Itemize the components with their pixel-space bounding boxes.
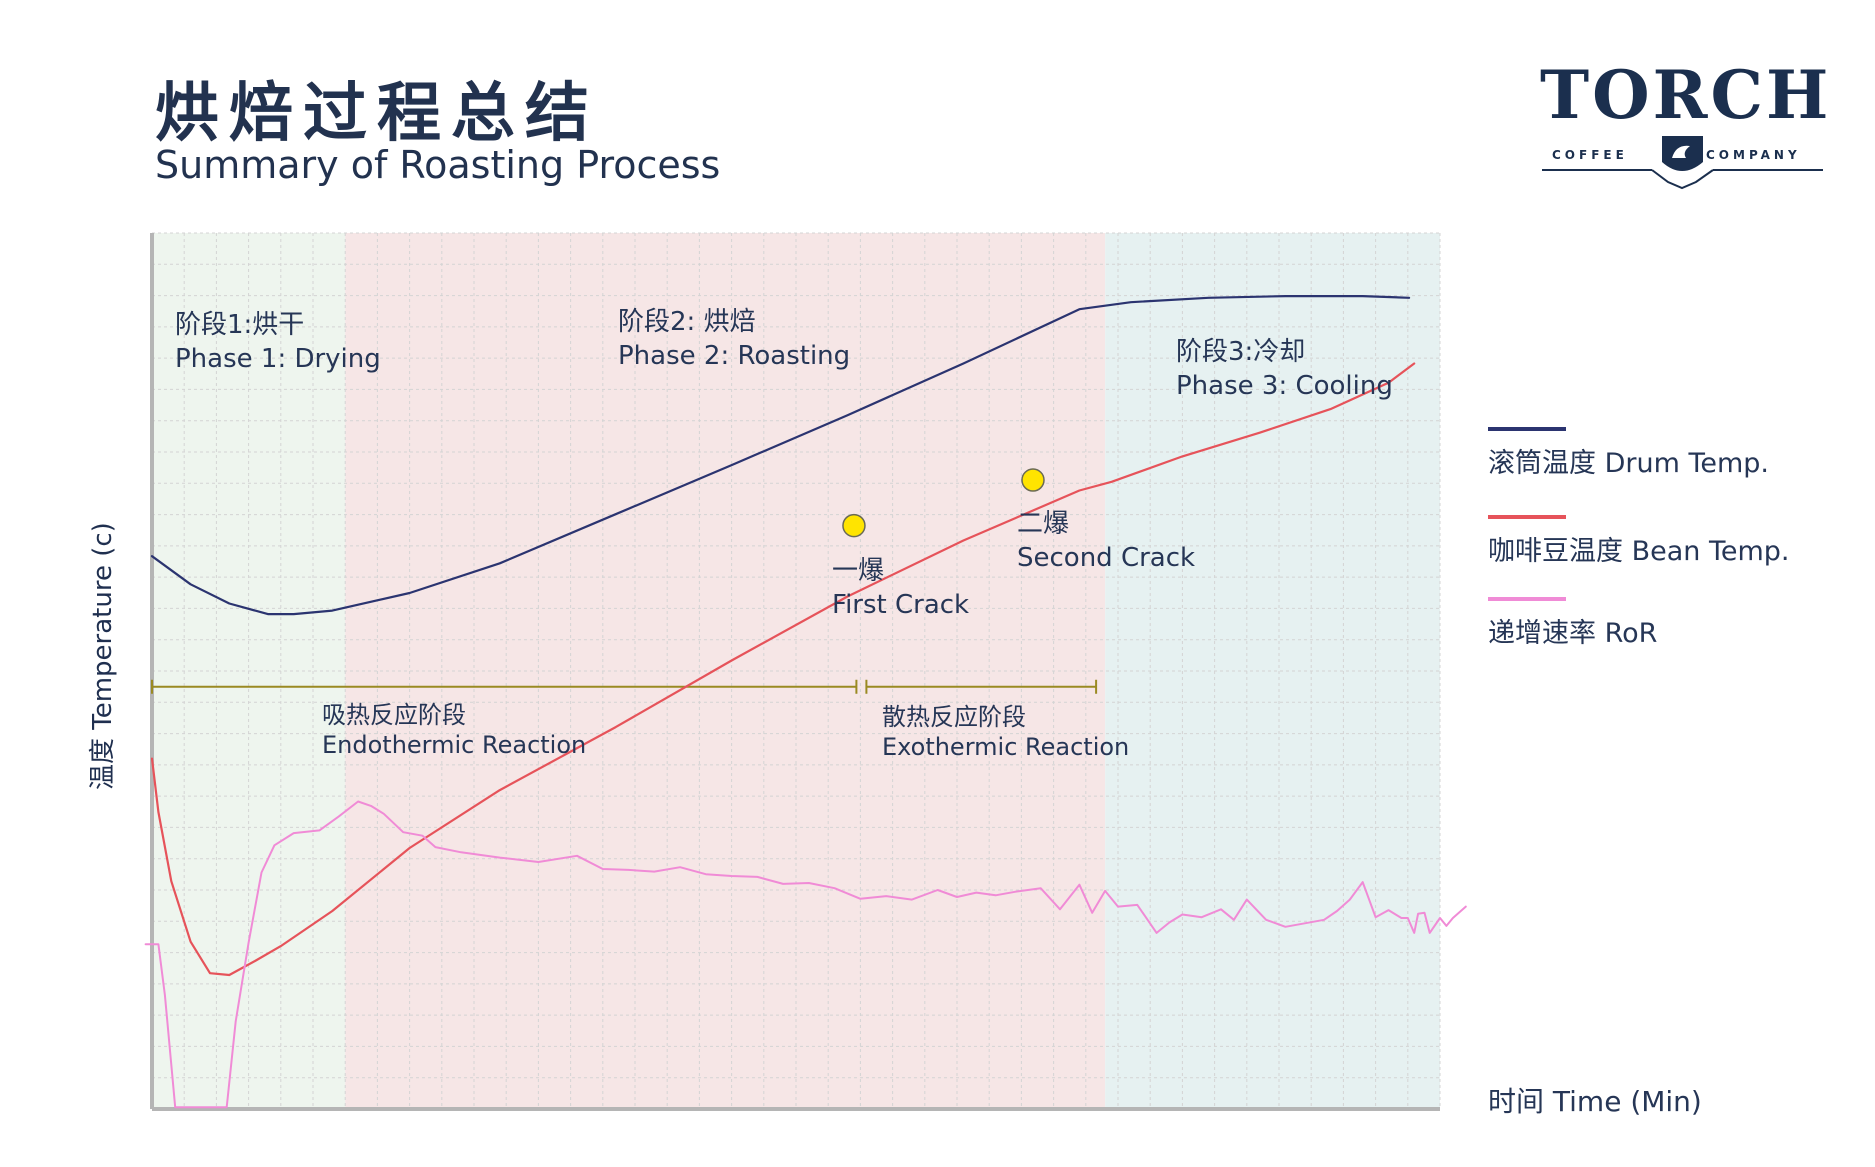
- endothermic-en: Endothermic Reaction: [322, 731, 587, 759]
- first-crack-marker: [842, 513, 866, 538]
- legend-label-ror: 递增速率 RoR: [1488, 618, 1658, 649]
- series-line-bean: [150, 362, 1416, 977]
- torch-logo: TORCH COFFEE COMPANY: [1540, 56, 1832, 192]
- legend-label-bean: 咖啡豆温度 Bean Temp.: [1488, 536, 1790, 567]
- series-line-drum: [150, 295, 1411, 616]
- y-axis-label: 温度 Temperature (c): [88, 522, 118, 790]
- phase-3-zh: 阶段3:冷却: [1176, 337, 1306, 367]
- second-crack-en: Second Crack: [1017, 543, 1196, 573]
- legend-label-drum: 滚筒温度 Drum Temp.: [1488, 448, 1770, 479]
- logo-sub-left: COFFEE: [1552, 148, 1628, 162]
- phase-3-label: 阶段3:冷却 Phase 3: Cooling: [1176, 335, 1393, 403]
- second-crack-marker: [1021, 468, 1045, 492]
- phase-2-zh: 阶段2: 烘焙: [618, 307, 756, 337]
- logo-wordmark: TORCH: [1540, 56, 1832, 134]
- phase-2-label: 阶段2: 烘焙 Phase 2: Roasting: [618, 305, 850, 373]
- logo-sub-right: COMPANY: [1706, 148, 1801, 162]
- legend-swatch-bean: [1488, 515, 1566, 519]
- phase-1-zh: 阶段1:烘干: [175, 310, 305, 340]
- phase-1-label: 阶段1:烘干 Phase 1: Drying: [175, 308, 381, 376]
- first-crack-zh: 一爆: [832, 556, 885, 586]
- phase-1-en: Phase 1: Drying: [175, 344, 381, 374]
- exothermic-en: Exothermic Reaction: [882, 733, 1130, 761]
- first-crack-en: First Crack: [832, 590, 970, 620]
- phase-3-en: Phase 3: Cooling: [1176, 371, 1393, 401]
- legend-swatch-ror: [1488, 597, 1566, 601]
- second-crack-label: 二爆 Second Crack: [1017, 507, 1195, 575]
- first-crack-label: 一爆 First Crack: [832, 554, 969, 622]
- endothermic-zh: 吸热反应阶段: [322, 701, 466, 729]
- logo-emblem-icon: [1542, 136, 1823, 190]
- exothermic-label: 散热反应阶段 Exothermic Reaction: [882, 702, 1129, 762]
- phase-2-en: Phase 2: Roasting: [618, 341, 851, 371]
- page-title-en: Summary of Roasting Process: [155, 143, 721, 187]
- series-line-ror: [144, 800, 1467, 1109]
- second-crack-zh: 二爆: [1017, 509, 1070, 539]
- endothermic-label: 吸热反应阶段 Endothermic Reaction: [322, 700, 586, 760]
- x-axis-label: 时间 Time (Min): [1488, 1085, 1702, 1118]
- page-title-zh: 烘焙过程总结: [155, 77, 599, 151]
- legend-swatch-drum: [1488, 427, 1566, 431]
- exothermic-zh: 散热反应阶段: [882, 703, 1026, 731]
